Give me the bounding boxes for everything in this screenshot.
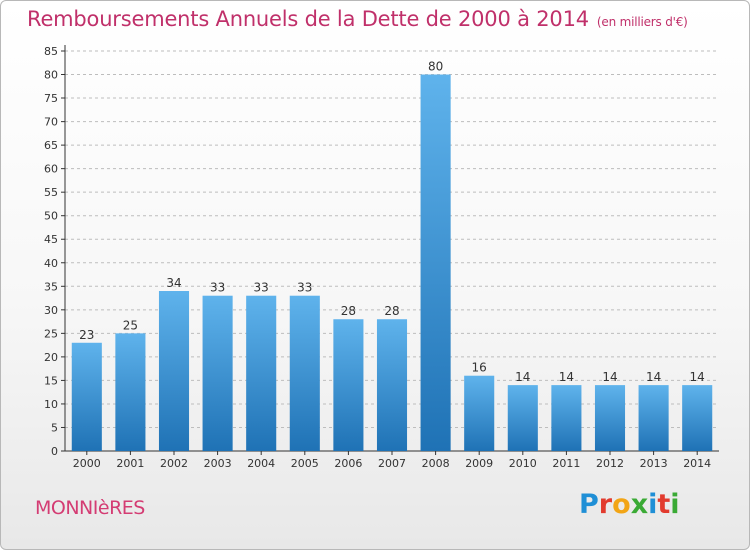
y-tick-label: 65 xyxy=(44,139,58,152)
logo-letter: i xyxy=(670,489,680,520)
y-tick-label: 30 xyxy=(44,304,58,317)
chart-title-text: Remboursements Annuels de la Dette de 20… xyxy=(27,7,589,31)
y-tick-label: 0 xyxy=(51,445,58,458)
data-label: 33 xyxy=(254,281,269,295)
bar xyxy=(333,319,364,451)
bar xyxy=(202,295,233,451)
bar xyxy=(376,319,408,451)
x-tick-label: 2003 xyxy=(204,457,232,470)
x-tick-label: 2000 xyxy=(73,457,101,470)
bar xyxy=(115,333,146,451)
data-label: 16 xyxy=(472,361,487,375)
chart-title: Remboursements Annuels de la Dette de 20… xyxy=(27,7,688,31)
logo-letter: t xyxy=(657,489,671,520)
logo-letter: P xyxy=(579,489,599,520)
data-label: 25 xyxy=(123,318,138,332)
data-label: 34 xyxy=(166,276,181,290)
y-tick-label: 15 xyxy=(44,374,58,387)
data-label: 14 xyxy=(515,370,530,384)
bar xyxy=(682,385,713,451)
x-tick-label: 2011 xyxy=(552,457,580,470)
data-label: 33 xyxy=(210,281,225,295)
commune-name: MONNIèRES xyxy=(35,497,145,519)
y-tick-label: 70 xyxy=(44,116,58,129)
y-tick-label: 80 xyxy=(44,69,58,82)
x-tick-label: 2005 xyxy=(291,457,319,470)
x-tick-label: 2008 xyxy=(422,457,450,470)
x-tick-label: 2010 xyxy=(509,457,537,470)
x-tick-label: 2009 xyxy=(465,457,493,470)
bar xyxy=(507,385,538,451)
y-tick-label: 5 xyxy=(51,421,58,434)
y-tick-label: 40 xyxy=(44,257,58,270)
y-tick-label: 55 xyxy=(44,186,58,199)
y-tick-label: 20 xyxy=(44,351,58,364)
data-label: 80 xyxy=(428,60,443,74)
data-label: 14 xyxy=(690,370,705,384)
y-tick-label: 45 xyxy=(44,233,58,246)
x-tick-label: 2006 xyxy=(334,457,362,470)
bar xyxy=(551,385,582,451)
data-label: 14 xyxy=(559,370,574,384)
logo-letter: o xyxy=(612,489,631,520)
data-label: 14 xyxy=(646,370,661,384)
y-tick-label: 10 xyxy=(44,398,58,411)
bar xyxy=(246,295,277,451)
logo-letter: i xyxy=(648,489,658,520)
data-label: 33 xyxy=(297,281,312,295)
bar xyxy=(594,385,626,451)
chart-unit: (en milliers d'€) xyxy=(596,15,688,29)
bar xyxy=(464,375,495,451)
x-tick-label: 2012 xyxy=(596,457,624,470)
bar xyxy=(158,291,190,451)
bar xyxy=(289,295,320,451)
x-tick-label: 2001 xyxy=(116,457,144,470)
logo-letter: x xyxy=(630,489,649,520)
y-tick-label: 60 xyxy=(44,163,58,176)
logo-letter: r xyxy=(598,489,613,520)
x-tick-label: 2014 xyxy=(683,457,711,470)
x-tick-label: 2013 xyxy=(640,457,668,470)
bar xyxy=(71,342,102,451)
x-tick-label: 2007 xyxy=(378,457,406,470)
data-label: 28 xyxy=(384,304,399,318)
y-tick-label: 35 xyxy=(44,280,58,293)
x-tick-label: 2004 xyxy=(247,457,275,470)
y-tick-label: 25 xyxy=(44,327,58,340)
y-tick-label: 50 xyxy=(44,210,58,223)
proxiti-logo: Proxiti xyxy=(579,489,680,520)
bar xyxy=(420,74,451,451)
bar xyxy=(638,385,669,451)
x-tick-label: 2002 xyxy=(160,457,188,470)
data-label: 23 xyxy=(79,328,94,342)
data-label: 28 xyxy=(341,304,356,318)
data-label: 14 xyxy=(602,370,617,384)
y-tick-label: 75 xyxy=(44,92,58,105)
y-tick-label: 85 xyxy=(44,45,58,58)
